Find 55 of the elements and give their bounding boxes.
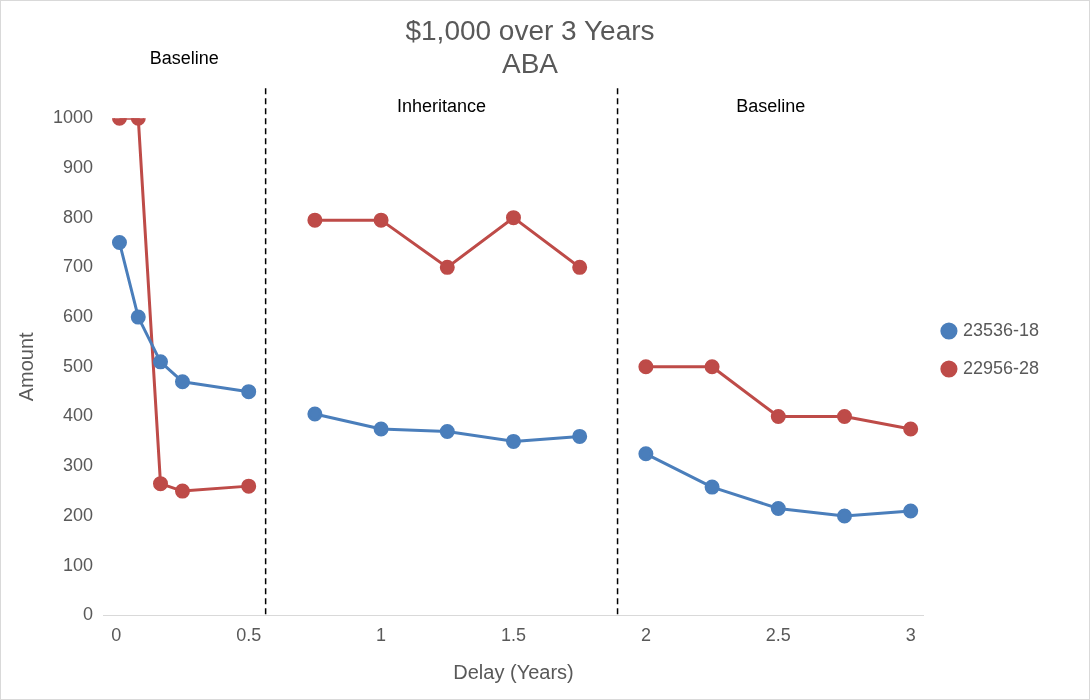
point xyxy=(704,479,720,495)
y-axis-title: Amount xyxy=(14,331,37,402)
text: Inheritance xyxy=(397,96,487,117)
point xyxy=(241,384,257,400)
point xyxy=(174,374,190,390)
point xyxy=(572,259,588,275)
point xyxy=(373,421,389,437)
y-tick-label: 600 xyxy=(63,306,94,327)
point xyxy=(836,409,852,425)
text: Baseline xyxy=(736,96,806,117)
y-tick-label: 1000 xyxy=(53,107,94,128)
x-tick-label: 0.5 xyxy=(236,625,262,646)
legend-label: 22956-28 xyxy=(962,357,1040,378)
y-tick-label: 500 xyxy=(63,355,94,376)
point xyxy=(903,503,919,519)
text: Baseline xyxy=(149,48,219,69)
y-tick-label: 800 xyxy=(63,206,94,227)
x-tick-label: 3 xyxy=(905,625,916,646)
x-tick-label: 1 xyxy=(376,625,387,646)
x-tick-label: 2 xyxy=(640,625,651,646)
x-tick-label: 2.5 xyxy=(765,625,791,646)
point xyxy=(307,212,323,228)
legend-label: 23536-18 xyxy=(962,319,1040,340)
point xyxy=(638,359,654,375)
point xyxy=(836,508,852,524)
y-tick-label: 400 xyxy=(63,405,94,426)
chart-title: $1,000 over 3 Years xyxy=(405,14,655,46)
point xyxy=(241,478,257,494)
point xyxy=(307,406,323,422)
chart-subtitle: ABA xyxy=(501,48,559,80)
y-tick-label: 900 xyxy=(63,156,94,177)
point xyxy=(130,309,146,325)
y-tick-label: 700 xyxy=(63,256,94,277)
point xyxy=(439,423,455,439)
point xyxy=(153,354,169,370)
point xyxy=(373,212,389,228)
y-tick-label: 300 xyxy=(63,455,94,476)
point xyxy=(505,433,521,449)
x-tick-label: 1.5 xyxy=(500,625,526,646)
point xyxy=(153,476,169,492)
point xyxy=(505,210,521,226)
point xyxy=(638,446,654,462)
x-tick-label: 0 xyxy=(111,625,122,646)
y-tick-label: 100 xyxy=(63,554,94,575)
x-axis-title: Delay (Years) xyxy=(453,660,574,683)
point xyxy=(903,421,919,437)
y-tick-label: 200 xyxy=(63,504,94,525)
point xyxy=(704,359,720,375)
point xyxy=(174,483,190,499)
point xyxy=(770,409,786,425)
point xyxy=(111,235,127,250)
point xyxy=(439,259,455,275)
point xyxy=(572,428,588,444)
y-tick-label: 0 xyxy=(83,604,94,625)
point xyxy=(770,501,786,516)
